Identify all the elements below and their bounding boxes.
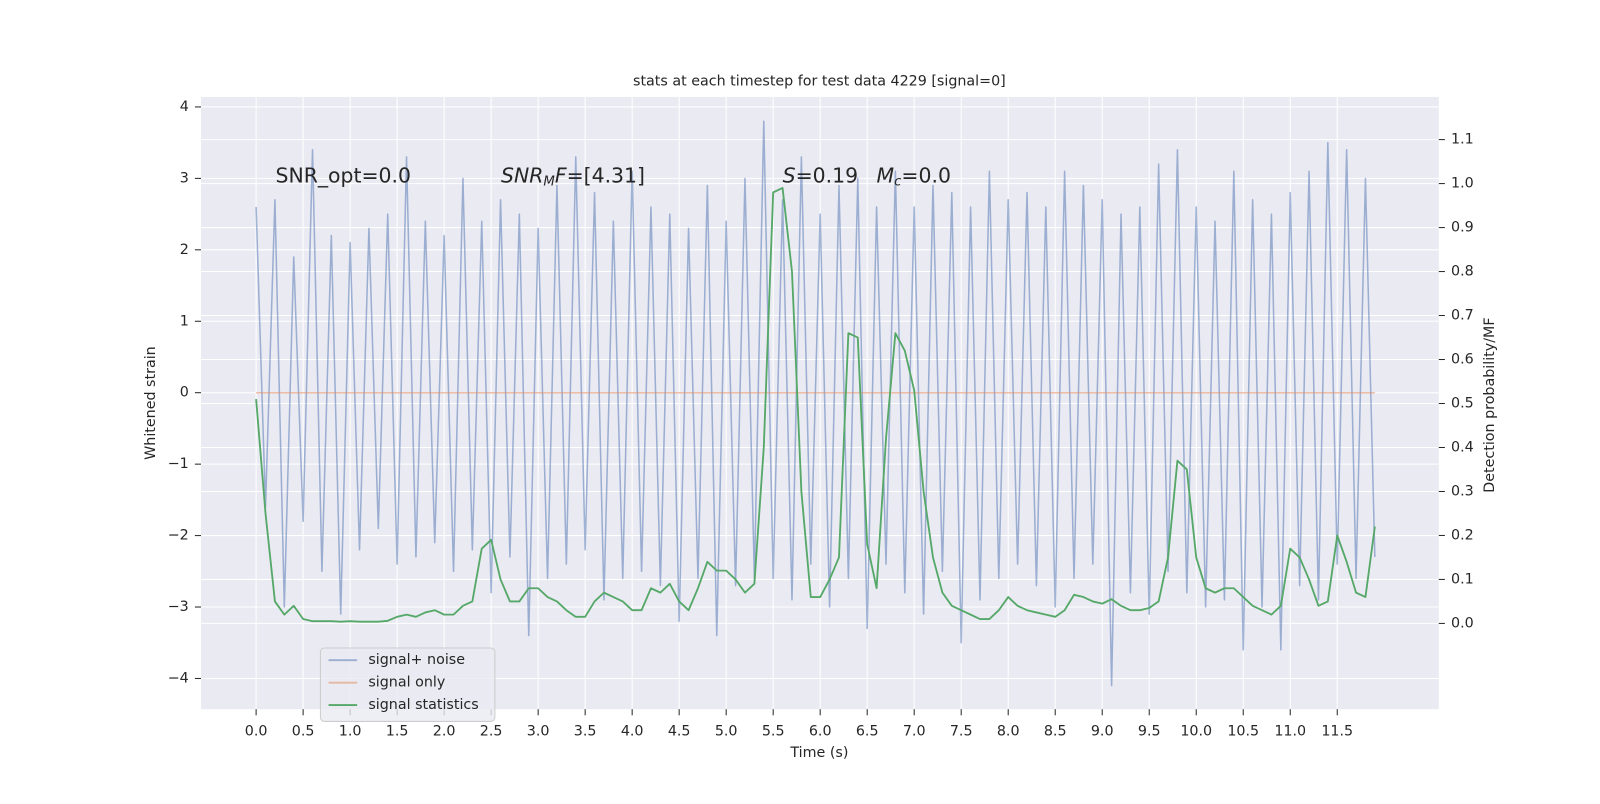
y2-axis-label: Detection probability/MF (1482, 317, 1498, 492)
y-tick-label: −4 (168, 670, 189, 686)
x-tick-label: 1.0 (339, 724, 362, 740)
y-tick-label: −2 (168, 528, 189, 544)
series-line (255, 120, 1376, 687)
annotation-part: =0.0 (901, 164, 951, 188)
x-tick-label: 10.0 (1180, 724, 1212, 740)
x-tick-label: 1.5 (386, 724, 409, 740)
x-tick-label: 6.5 (856, 724, 879, 740)
y-axis-label: Whitened strain (143, 346, 159, 460)
annotation-part: S (783, 164, 796, 188)
y2-tick-label: 0.0 (1451, 615, 1474, 631)
x-tick-label: 4.0 (621, 724, 644, 740)
legend-label: signal only (368, 675, 445, 691)
annotation: SNR_opt=0.0 (276, 164, 412, 189)
annotation-part: M (543, 175, 555, 190)
y2-tick-label: 0.6 (1451, 352, 1474, 368)
y2-tick-label: 0.7 (1451, 308, 1474, 324)
annotation-part: =0.19 (796, 164, 859, 188)
x-tick-label: 5.5 (762, 724, 785, 740)
annotation-part: c (894, 175, 902, 190)
x-tick-label: 9.5 (1138, 724, 1161, 740)
y-tick-label: −3 (168, 599, 189, 615)
x-tick-label: 7.0 (903, 724, 926, 740)
x-tick-label: 3.5 (574, 724, 597, 740)
annotation: S=0.19 (783, 164, 858, 188)
x-tick-label: 2.5 (480, 724, 503, 740)
annotation-part: F (555, 164, 567, 188)
x-tick-label: 8.5 (1044, 724, 1067, 740)
y-tick-label: 2 (180, 242, 189, 258)
y-tick-label: 1 (180, 313, 189, 329)
annotation: SNRMF=[4.31] (501, 164, 645, 190)
x-tick-label: 2.0 (433, 724, 456, 740)
x-tick-label: 7.5 (950, 724, 973, 740)
annotation-part: SNR (501, 164, 543, 188)
y-tick-label: −1 (168, 456, 189, 472)
y-tick-label: 3 (180, 170, 189, 186)
chart-title: stats at each timestep for test data 422… (633, 74, 1006, 90)
y2-tick-label: 0.3 (1451, 483, 1474, 499)
x-tick-label: 5.0 (715, 724, 738, 740)
x-tick-label: 9.0 (1091, 724, 1114, 740)
x-tick-label: 11.5 (1321, 724, 1353, 740)
y2-tick-label: 1.1 (1451, 132, 1474, 148)
series-line (255, 187, 1376, 623)
x-tick-label: 3.0 (527, 724, 550, 740)
x-axis-label: Time (s) (789, 745, 848, 761)
x-tick-label: 0.5 (292, 724, 315, 740)
annotation: Mc=0.0 (877, 164, 951, 190)
y-tick-label: 0 (180, 385, 189, 401)
legend-label: signal statistics (368, 697, 478, 713)
y2-tick-label: 0.4 (1451, 439, 1474, 455)
y-tick-label: 4 (180, 99, 189, 115)
y2-tick-label: 0.2 (1451, 527, 1474, 543)
y2-tick-label: 0.9 (1451, 220, 1474, 236)
x-tick-label: 0.0 (245, 724, 268, 740)
x-tick-label: 4.5 (668, 724, 691, 740)
y2-tick-label: 1.0 (1451, 176, 1474, 192)
legend-label: signal+ noise (368, 652, 465, 668)
annotation-part: =[4.31] (567, 164, 645, 188)
x-tick-label: 10.5 (1227, 724, 1259, 740)
annotation-part: M (877, 164, 895, 188)
annotation-part: SNR_opt=0.0 (276, 164, 412, 189)
legend-box (319, 647, 496, 722)
y2-tick-label: 0.1 (1451, 571, 1474, 587)
x-tick-label: 8.0 (997, 724, 1020, 740)
y2-tick-label: 0.8 (1451, 264, 1474, 280)
x-tick-label: 6.0 (809, 724, 832, 740)
y2-tick-label: 0.5 (1451, 396, 1474, 412)
x-tick-label: 11.0 (1274, 724, 1306, 740)
legend: signal+ noise signal only signal statistic… (319, 647, 496, 722)
